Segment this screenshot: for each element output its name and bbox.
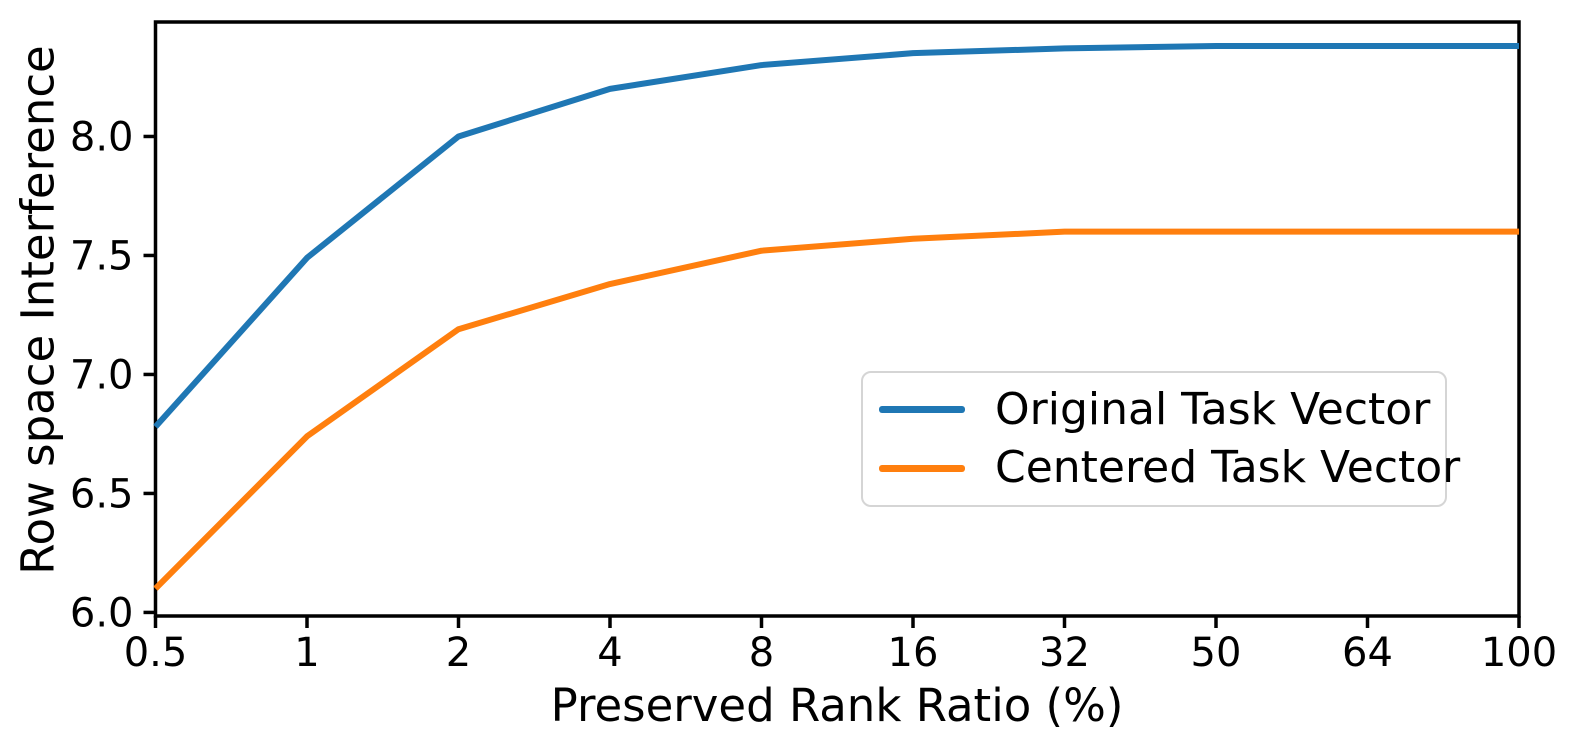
legend: Original Task Vector Centered Task Vecto… bbox=[861, 371, 1460, 507]
y-tick-label: 6.5 bbox=[70, 471, 134, 517]
x-tick-label: 2 bbox=[446, 630, 471, 676]
x-tick-label: 0.5 bbox=[124, 630, 188, 676]
x-axis-label: Preserved Rank Ratio (%) bbox=[550, 679, 1124, 732]
y-tick-label: 8.0 bbox=[70, 114, 134, 160]
legend-label-original: Original Task Vector bbox=[995, 383, 1431, 435]
legend-line-swatch-original bbox=[879, 406, 965, 414]
y-axis-label: Row space Interference bbox=[11, 45, 65, 575]
legend-line-swatch-centered bbox=[879, 464, 965, 472]
series-line-1 bbox=[153, 228, 1519, 591]
x-tick-label: 8 bbox=[749, 630, 774, 676]
x-tick-label: 16 bbox=[888, 630, 939, 676]
x-tick-label: 4 bbox=[597, 630, 622, 676]
series-line-0 bbox=[153, 43, 1519, 429]
legend-item-centered: Centered Task Vector bbox=[879, 446, 1460, 490]
legend-label-centered: Centered Task Vector bbox=[995, 442, 1461, 494]
x-tick-label: 100 bbox=[1481, 630, 1557, 676]
axes-spines bbox=[153, 20, 1521, 618]
x-tick-label: 64 bbox=[1342, 630, 1393, 676]
x-tick-label: 50 bbox=[1191, 630, 1242, 676]
y-tick-label: 7.5 bbox=[70, 233, 134, 279]
x-tick-label: 1 bbox=[294, 630, 319, 676]
y-tick-label: 7.0 bbox=[70, 352, 134, 398]
y-tick-label: 6.0 bbox=[70, 590, 134, 636]
x-tick-label: 32 bbox=[1039, 630, 1090, 676]
legend-item-original: Original Task Vector bbox=[879, 383, 1445, 435]
